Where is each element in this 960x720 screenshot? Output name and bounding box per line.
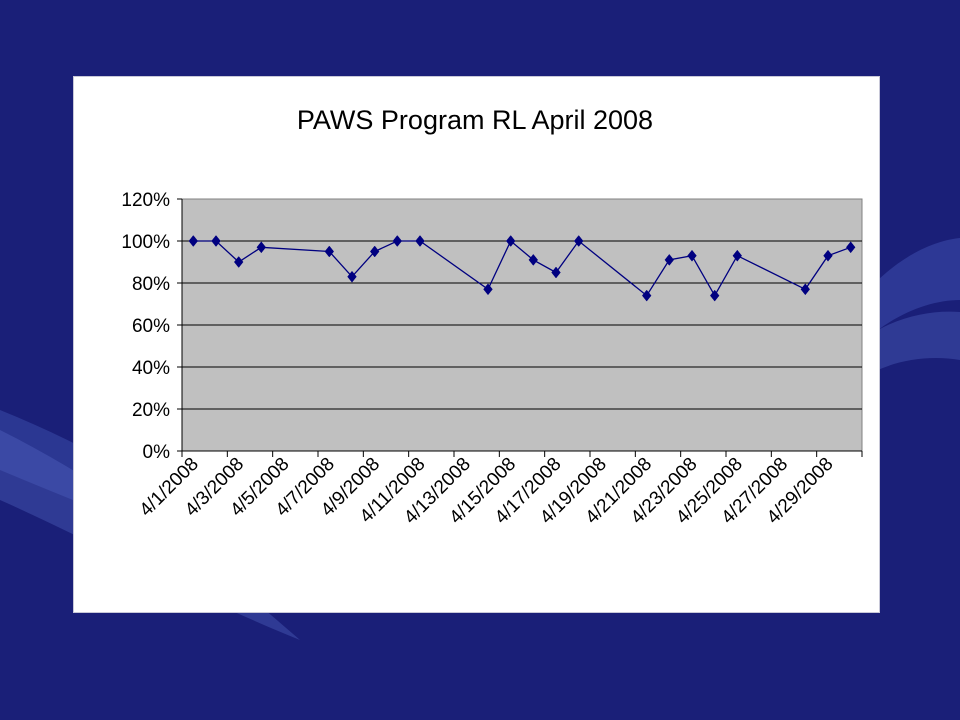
data-point-marker bbox=[369, 245, 380, 258]
data-point-marker bbox=[392, 235, 403, 247]
data-point-marker bbox=[211, 235, 221, 247]
data-point-marker bbox=[687, 249, 697, 262]
data-point-marker bbox=[573, 235, 584, 247]
chart-card: PAWS Program RL April 2008 0% 20% 40% 60% 80… bbox=[73, 76, 880, 613]
series-line bbox=[193, 239, 851, 297]
data-point-marker bbox=[845, 241, 856, 254]
data-point-marker bbox=[800, 283, 811, 296]
y-tick-label: 20% bbox=[132, 400, 170, 421]
data-point-marker bbox=[483, 283, 493, 296]
data-point-marker bbox=[823, 249, 833, 262]
data-point-marker bbox=[732, 249, 743, 262]
data-point-marker bbox=[415, 235, 425, 247]
data-point-marker bbox=[664, 253, 675, 266]
data-point-marker bbox=[188, 235, 199, 247]
data-point-marker bbox=[551, 266, 561, 279]
data-point-marker bbox=[528, 253, 539, 266]
data-point-marker bbox=[347, 270, 357, 283]
y-tick-label: 40% bbox=[132, 358, 170, 379]
data-point-marker bbox=[324, 245, 335, 258]
y-tick-label: 0% bbox=[143, 442, 171, 463]
data-point-marker bbox=[709, 289, 720, 302]
y-tick-label: 60% bbox=[132, 316, 170, 337]
chart-title: PAWS Program RL April 2008 bbox=[297, 105, 653, 135]
y-tick-label: 80% bbox=[132, 274, 170, 295]
y-tick-label: 100% bbox=[121, 232, 170, 253]
data-point-marker bbox=[505, 235, 516, 247]
data-point-marker bbox=[641, 289, 652, 302]
plot-area: 0%20%40%60%80%100%120%4/1/20084/3/20084/… bbox=[121, 190, 863, 528]
data-point-marker bbox=[233, 256, 244, 268]
data-point-marker bbox=[256, 241, 267, 254]
y-tick-label: 120% bbox=[121, 190, 170, 211]
line-chart: PAWS Program RL April 2008 0% 20% 40% 60% 80… bbox=[121, 105, 863, 528]
